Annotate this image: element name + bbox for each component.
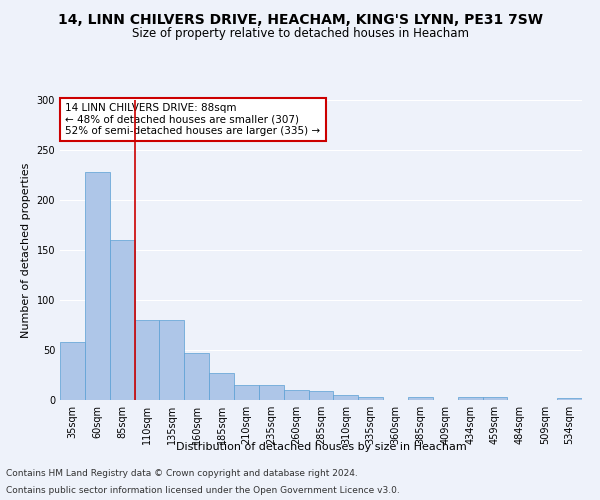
Bar bbox=[308, 391, 334, 400]
Bar bbox=[358, 397, 383, 400]
Bar bbox=[60, 342, 85, 400]
Bar bbox=[184, 353, 209, 400]
Text: Size of property relative to detached houses in Heacham: Size of property relative to detached ho… bbox=[131, 28, 469, 40]
Bar bbox=[234, 385, 259, 400]
Bar bbox=[482, 397, 508, 400]
Bar bbox=[110, 240, 134, 400]
Bar bbox=[458, 397, 482, 400]
Text: 14, LINN CHILVERS DRIVE, HEACHAM, KING'S LYNN, PE31 7SW: 14, LINN CHILVERS DRIVE, HEACHAM, KING'S… bbox=[58, 12, 542, 26]
Text: Distribution of detached houses by size in Heacham: Distribution of detached houses by size … bbox=[176, 442, 466, 452]
Bar bbox=[160, 320, 184, 400]
Bar bbox=[408, 397, 433, 400]
Bar bbox=[284, 390, 308, 400]
Bar bbox=[85, 172, 110, 400]
Bar bbox=[209, 373, 234, 400]
Y-axis label: Number of detached properties: Number of detached properties bbox=[21, 162, 31, 338]
Text: Contains HM Land Registry data © Crown copyright and database right 2024.: Contains HM Land Registry data © Crown c… bbox=[6, 468, 358, 477]
Bar bbox=[134, 320, 160, 400]
Text: Contains public sector information licensed under the Open Government Licence v3: Contains public sector information licen… bbox=[6, 486, 400, 495]
Bar bbox=[334, 395, 358, 400]
Text: 14 LINN CHILVERS DRIVE: 88sqm
← 48% of detached houses are smaller (307)
52% of : 14 LINN CHILVERS DRIVE: 88sqm ← 48% of d… bbox=[65, 103, 320, 136]
Bar bbox=[259, 385, 284, 400]
Bar bbox=[557, 398, 582, 400]
